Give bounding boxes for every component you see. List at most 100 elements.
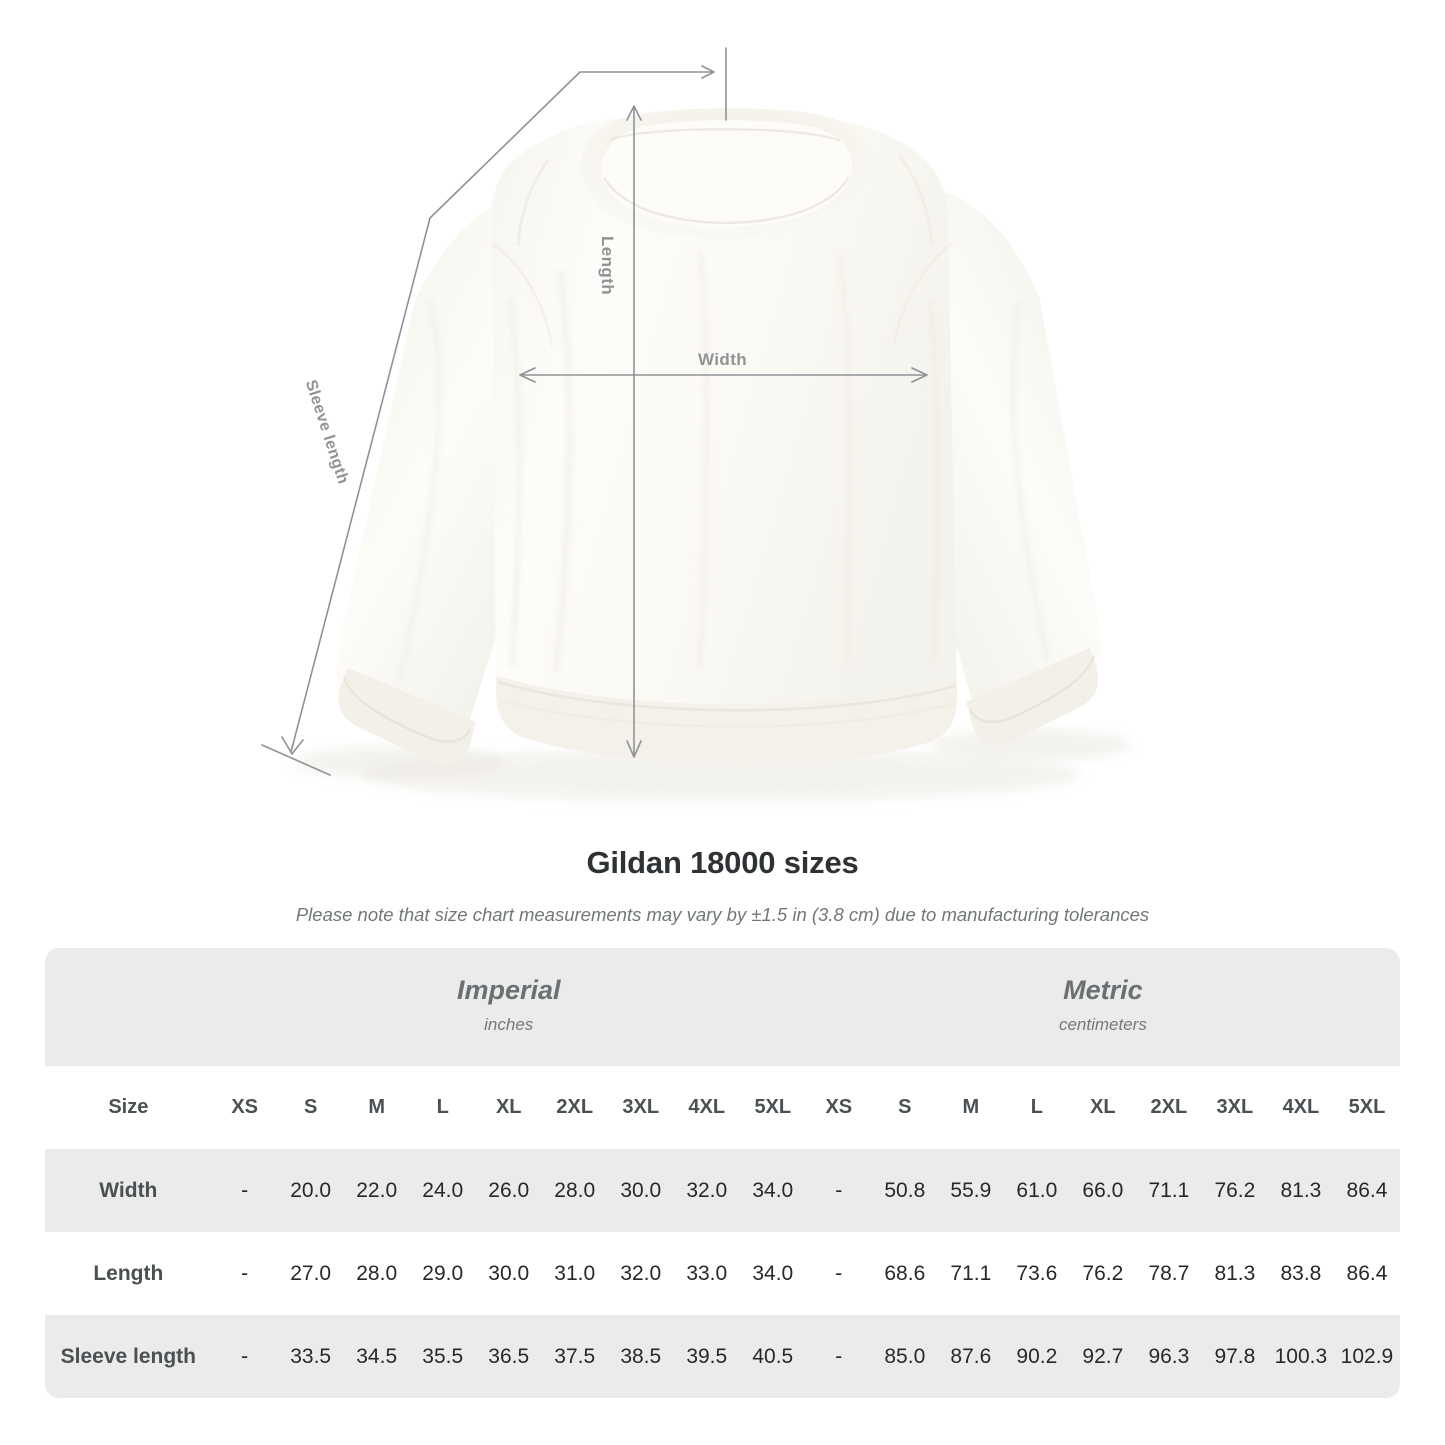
cell-width-imperial-l: 24.0 xyxy=(409,1149,476,1232)
cell-width-imperial-xs: - xyxy=(211,1149,278,1232)
cell-width-metric-s: 50.8 xyxy=(871,1149,938,1232)
size-column-header-metric-xl[interactable]: XL xyxy=(1069,1066,1136,1149)
cell-width-metric-4xl: 81.3 xyxy=(1267,1149,1334,1232)
cell-sleeve-length-imperial-xs: - xyxy=(211,1315,278,1398)
cell-length-metric-xl: 76.2 xyxy=(1069,1232,1136,1315)
sleeve-length-dimension-line xyxy=(261,71,581,776)
size-column-header-imperial-3xl[interactable]: 3XL xyxy=(607,1066,674,1149)
cell-sleeve-length-metric-l: 90.2 xyxy=(1003,1315,1070,1398)
cell-width-imperial-s: 20.0 xyxy=(277,1149,344,1232)
cell-length-metric-s: 68.6 xyxy=(871,1232,938,1315)
cell-length-metric-5xl: 86.4 xyxy=(1333,1232,1400,1315)
size-column-header-metric-4xl[interactable]: 4XL xyxy=(1267,1066,1334,1149)
cell-sleeve-length-imperial-xl: 36.5 xyxy=(475,1315,542,1398)
unit-system-name: Metric xyxy=(1063,974,1143,1005)
size-column-header-metric-2xl[interactable]: 2XL xyxy=(1135,1066,1202,1149)
cell-length-imperial-3xl: 32.0 xyxy=(607,1232,674,1315)
size-header-label: Size xyxy=(45,1066,212,1149)
cell-length-metric-2xl: 78.7 xyxy=(1135,1232,1202,1315)
cell-sleeve-length-metric-3xl: 97.8 xyxy=(1201,1315,1268,1398)
cell-width-metric-l: 61.0 xyxy=(1003,1149,1070,1232)
cell-sleeve-length-metric-xs: - xyxy=(805,1315,872,1398)
size-column-header-imperial-s[interactable]: S xyxy=(277,1066,344,1149)
cell-length-metric-m: 71.1 xyxy=(937,1232,1004,1315)
unit-system-header-row: Imperial inches Metric centimeters xyxy=(45,948,1400,1066)
measurement-row-label-width: Width xyxy=(45,1149,212,1232)
size-chart-table: Imperial inches Metric centimeters Size XS S M L… xyxy=(45,948,1400,1398)
cell-sleeve-length-imperial-5xl: 40.5 xyxy=(739,1315,806,1398)
tolerance-note: Please note that size chart measurements… xyxy=(295,904,1150,925)
cell-length-imperial-2xl: 31.0 xyxy=(541,1232,608,1315)
cell-width-metric-m: 55.9 xyxy=(937,1149,1004,1232)
measurement-annotations xyxy=(261,47,928,776)
unit-system-unit: centimeters xyxy=(1058,1015,1147,1035)
cell-sleeve-length-imperial-3xl: 38.5 xyxy=(607,1315,674,1398)
cell-length-imperial-l: 29.0 xyxy=(409,1232,476,1315)
cell-width-imperial-4xl: 32.0 xyxy=(673,1149,740,1232)
cell-sleeve-length-imperial-s: 33.5 xyxy=(277,1315,344,1398)
size-column-header-metric-l[interactable]: L xyxy=(1003,1066,1070,1149)
unit-row-spacer xyxy=(45,948,212,1066)
cell-sleeve-length-metric-5xl: 102.9 xyxy=(1333,1315,1400,1398)
cell-length-metric-l: 73.6 xyxy=(1003,1232,1070,1315)
size-column-header-metric-s[interactable]: S xyxy=(871,1066,938,1149)
size-chart-table-wrapper: Imperial inches Metric centimeters Size XS S M L… xyxy=(45,948,1400,1398)
measurement-row-label-length: Length xyxy=(45,1232,212,1315)
size-column-header-metric-3xl[interactable]: 3XL xyxy=(1201,1066,1268,1149)
cell-width-imperial-2xl: 28.0 xyxy=(541,1149,608,1232)
cell-sleeve-length-metric-s: 85.0 xyxy=(871,1315,938,1398)
cell-sleeve-length-metric-4xl: 100.3 xyxy=(1267,1315,1334,1398)
size-column-header-imperial-xl[interactable]: XL xyxy=(475,1066,542,1149)
size-column-header-metric-5xl[interactable]: 5XL xyxy=(1333,1066,1400,1149)
length-dimension-line xyxy=(626,105,642,758)
size-column-header-imperial-2xl[interactable]: 2XL xyxy=(541,1066,608,1149)
cell-width-metric-xs: - xyxy=(805,1149,872,1232)
size-column-header-imperial-5xl[interactable]: 5XL xyxy=(739,1066,806,1149)
unit-system-name: Imperial xyxy=(456,974,561,1005)
cell-length-imperial-xl: 30.0 xyxy=(475,1232,542,1315)
cell-width-imperial-xl: 26.0 xyxy=(475,1149,542,1232)
length-dimension-label: Length xyxy=(598,236,617,296)
cell-width-imperial-5xl: 34.0 xyxy=(739,1149,806,1232)
cell-sleeve-length-metric-xl: 92.7 xyxy=(1069,1315,1136,1398)
sweatshirt-illustration xyxy=(295,108,1130,801)
cell-width-imperial-m: 22.0 xyxy=(343,1149,410,1232)
size-column-header-metric-xs[interactable]: XS xyxy=(805,1066,872,1149)
cell-length-imperial-m: 28.0 xyxy=(343,1232,410,1315)
cell-length-imperial-xs: - xyxy=(211,1232,278,1315)
width-dimension-line xyxy=(519,367,928,383)
size-column-header-metric-m[interactable]: M xyxy=(937,1066,1004,1149)
cell-length-imperial-5xl: 34.0 xyxy=(739,1232,806,1315)
garment-diagram: Length Width Sleeve length xyxy=(261,47,1130,801)
title-block: Gildan 18000 sizes Please note that size… xyxy=(0,845,1445,926)
cell-width-metric-5xl: 86.4 xyxy=(1333,1149,1400,1232)
shoulder-leader-line xyxy=(579,47,727,121)
cell-sleeve-length-metric-m: 87.6 xyxy=(937,1315,1004,1398)
cell-sleeve-length-imperial-l: 35.5 xyxy=(409,1315,476,1398)
cell-sleeve-length-imperial-2xl: 37.5 xyxy=(541,1315,608,1398)
cell-width-imperial-3xl: 30.0 xyxy=(607,1149,674,1232)
cell-length-metric-3xl: 81.3 xyxy=(1201,1232,1268,1315)
unit-system-header-imperial: Imperial inches xyxy=(211,948,806,1066)
size-column-header-imperial-l[interactable]: L xyxy=(409,1066,476,1149)
unit-system-header-metric: Metric centimeters xyxy=(805,948,1400,1066)
cell-sleeve-length-imperial-m: 34.5 xyxy=(343,1315,410,1398)
width-dimension-label: Width xyxy=(698,350,748,369)
cell-width-metric-3xl: 76.2 xyxy=(1201,1149,1268,1232)
cell-length-imperial-s: 27.0 xyxy=(277,1232,344,1315)
size-column-header-imperial-xs[interactable]: XS xyxy=(211,1066,278,1149)
table-row: Length -27.0 28.0 29.0 30.0 31.0 32.0 33.0 34.0-… xyxy=(45,1232,1400,1315)
cell-width-metric-2xl: 71.1 xyxy=(1135,1149,1202,1232)
cell-length-metric-xs: - xyxy=(805,1232,872,1315)
cell-width-metric-xl: 66.0 xyxy=(1069,1149,1136,1232)
table-row: Sleeve length -33.5 34.5 35.5 36.5 37.5 38.5 39… xyxy=(45,1315,1400,1398)
cell-length-metric-4xl: 83.8 xyxy=(1267,1232,1334,1315)
cell-sleeve-length-metric-2xl: 96.3 xyxy=(1135,1315,1202,1398)
size-column-header-imperial-m[interactable]: M xyxy=(343,1066,410,1149)
unit-system-unit: inches xyxy=(484,1015,534,1035)
cell-length-imperial-4xl: 33.0 xyxy=(673,1232,740,1315)
table-row: Width -20.0 22.0 24.0 26.0 28.0 30.0 32.0 34.0-5… xyxy=(45,1149,1400,1232)
size-column-header-imperial-4xl[interactable]: 4XL xyxy=(673,1066,740,1149)
size-header-row: Size XS S M L XL 2XL 3XL 4XL 5XL XS S M L XL 2XL 3XL 4XL 5… xyxy=(45,1066,1400,1149)
